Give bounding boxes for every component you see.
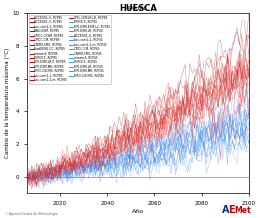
Text: ANUAL: ANUAL <box>127 6 148 11</box>
Text: E: E <box>228 205 235 215</box>
Text: Met: Met <box>234 206 251 215</box>
Legend: ACCESS1-0, RCP85, ACCESS1-3, RCP85, bcc-csm1-1, RCP85, BNU-ESM, RCP85, CMCC-CESM: ACCESS1-0, RCP85, ACCESS1-3, RCP85, bcc-… <box>29 15 111 83</box>
Text: A: A <box>222 205 230 215</box>
Title: HUESCA: HUESCA <box>119 4 157 13</box>
X-axis label: Año: Año <box>132 209 144 214</box>
Text: © Agencia Estatal de Meteorología: © Agencia Estatal de Meteorología <box>5 212 57 216</box>
Y-axis label: Cambio de la temperatura máxima (°C): Cambio de la temperatura máxima (°C) <box>4 48 10 158</box>
